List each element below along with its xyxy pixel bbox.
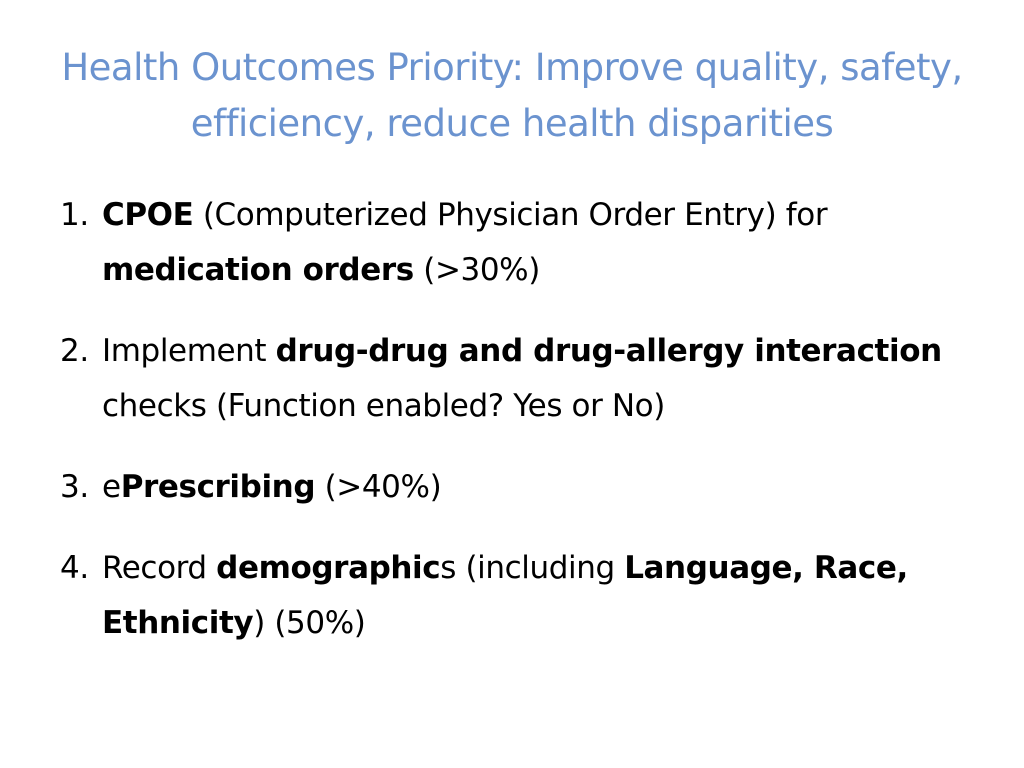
plain-text: (>30%) bbox=[413, 252, 540, 288]
bullet-list: 1. CPOE (Computerized Physician Order En… bbox=[60, 188, 960, 677]
list-item-number: 4. bbox=[60, 550, 89, 586]
emphasis-text: CPOE bbox=[102, 197, 194, 233]
emphasis-text: Prescribing bbox=[120, 469, 316, 505]
plain-text: (Computerized Physician Order Entry) for bbox=[193, 197, 828, 233]
list-item: 1. CPOE (Computerized Physician Order En… bbox=[60, 188, 960, 298]
plain-text: Implement bbox=[102, 333, 276, 369]
list-item-text: Implement drug-drug and drug-allergy int… bbox=[102, 333, 942, 424]
list-item-text: CPOE (Computerized Physician Order Entry… bbox=[102, 197, 828, 288]
plain-text: Record bbox=[102, 550, 217, 586]
list-item-number: 3. bbox=[60, 469, 89, 505]
emphasis-text: drug-drug and drug-allergy interaction bbox=[275, 333, 943, 369]
emphasis-text: Language, Race, Ethnicity bbox=[102, 550, 908, 641]
plain-text: ) (50%) bbox=[253, 605, 366, 641]
plain-text: e bbox=[102, 469, 121, 505]
slide-title: Health Outcomes Priority: Improve qualit… bbox=[61, 46, 963, 145]
emphasis-text: demographic bbox=[216, 550, 441, 586]
list-item-text: ePrescribing (>40%) bbox=[102, 469, 442, 505]
emphasis-text: medication orders bbox=[102, 252, 414, 288]
list-item-number: 2. bbox=[60, 333, 89, 369]
list-item-text: Record demographics (including Language,… bbox=[102, 550, 908, 641]
plain-text: s (including bbox=[440, 550, 625, 586]
list-item: 4. Record demographics (including Langua… bbox=[60, 541, 960, 651]
list-item: 3. ePrescribing (>40%) bbox=[60, 460, 960, 515]
plain-text: checks (Function enabled? Yes or No) bbox=[102, 388, 665, 424]
plain-text: (>40%) bbox=[315, 469, 442, 505]
list-item-number: 1. bbox=[60, 197, 89, 233]
list-item: 2. Implement drug-drug and drug-allergy … bbox=[60, 324, 960, 434]
